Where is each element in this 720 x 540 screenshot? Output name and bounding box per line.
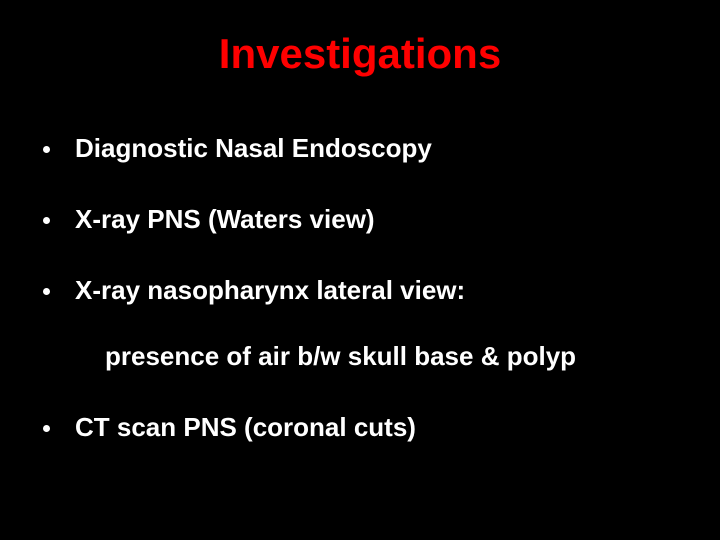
bullet-list: Diagnostic Nasal Endoscopy X-ray PNS (Wa… (30, 133, 690, 443)
list-item: Diagnostic Nasal Endoscopy (30, 133, 690, 164)
bullet-text: X-ray PNS (Waters view) (75, 204, 375, 235)
list-item: CT scan PNS (coronal cuts) (30, 412, 690, 443)
bullet-text: Diagnostic Nasal Endoscopy (75, 133, 432, 164)
bullet-icon (43, 288, 50, 295)
bullet-text: CT scan PNS (coronal cuts) (75, 412, 416, 443)
bullet-text: X-ray nasopharynx lateral view: (75, 275, 465, 306)
list-item: X-ray PNS (Waters view) (30, 204, 690, 235)
list-item: X-ray nasopharynx lateral view: (30, 275, 690, 306)
bullet-icon (43, 425, 50, 432)
bullet-icon (43, 146, 50, 153)
slide-title: Investigations (30, 30, 690, 78)
slide: Investigations Diagnostic Nasal Endoscop… (0, 0, 720, 540)
bullet-icon (43, 217, 50, 224)
sub-text: presence of air b/w skull base & polyp (105, 341, 690, 372)
